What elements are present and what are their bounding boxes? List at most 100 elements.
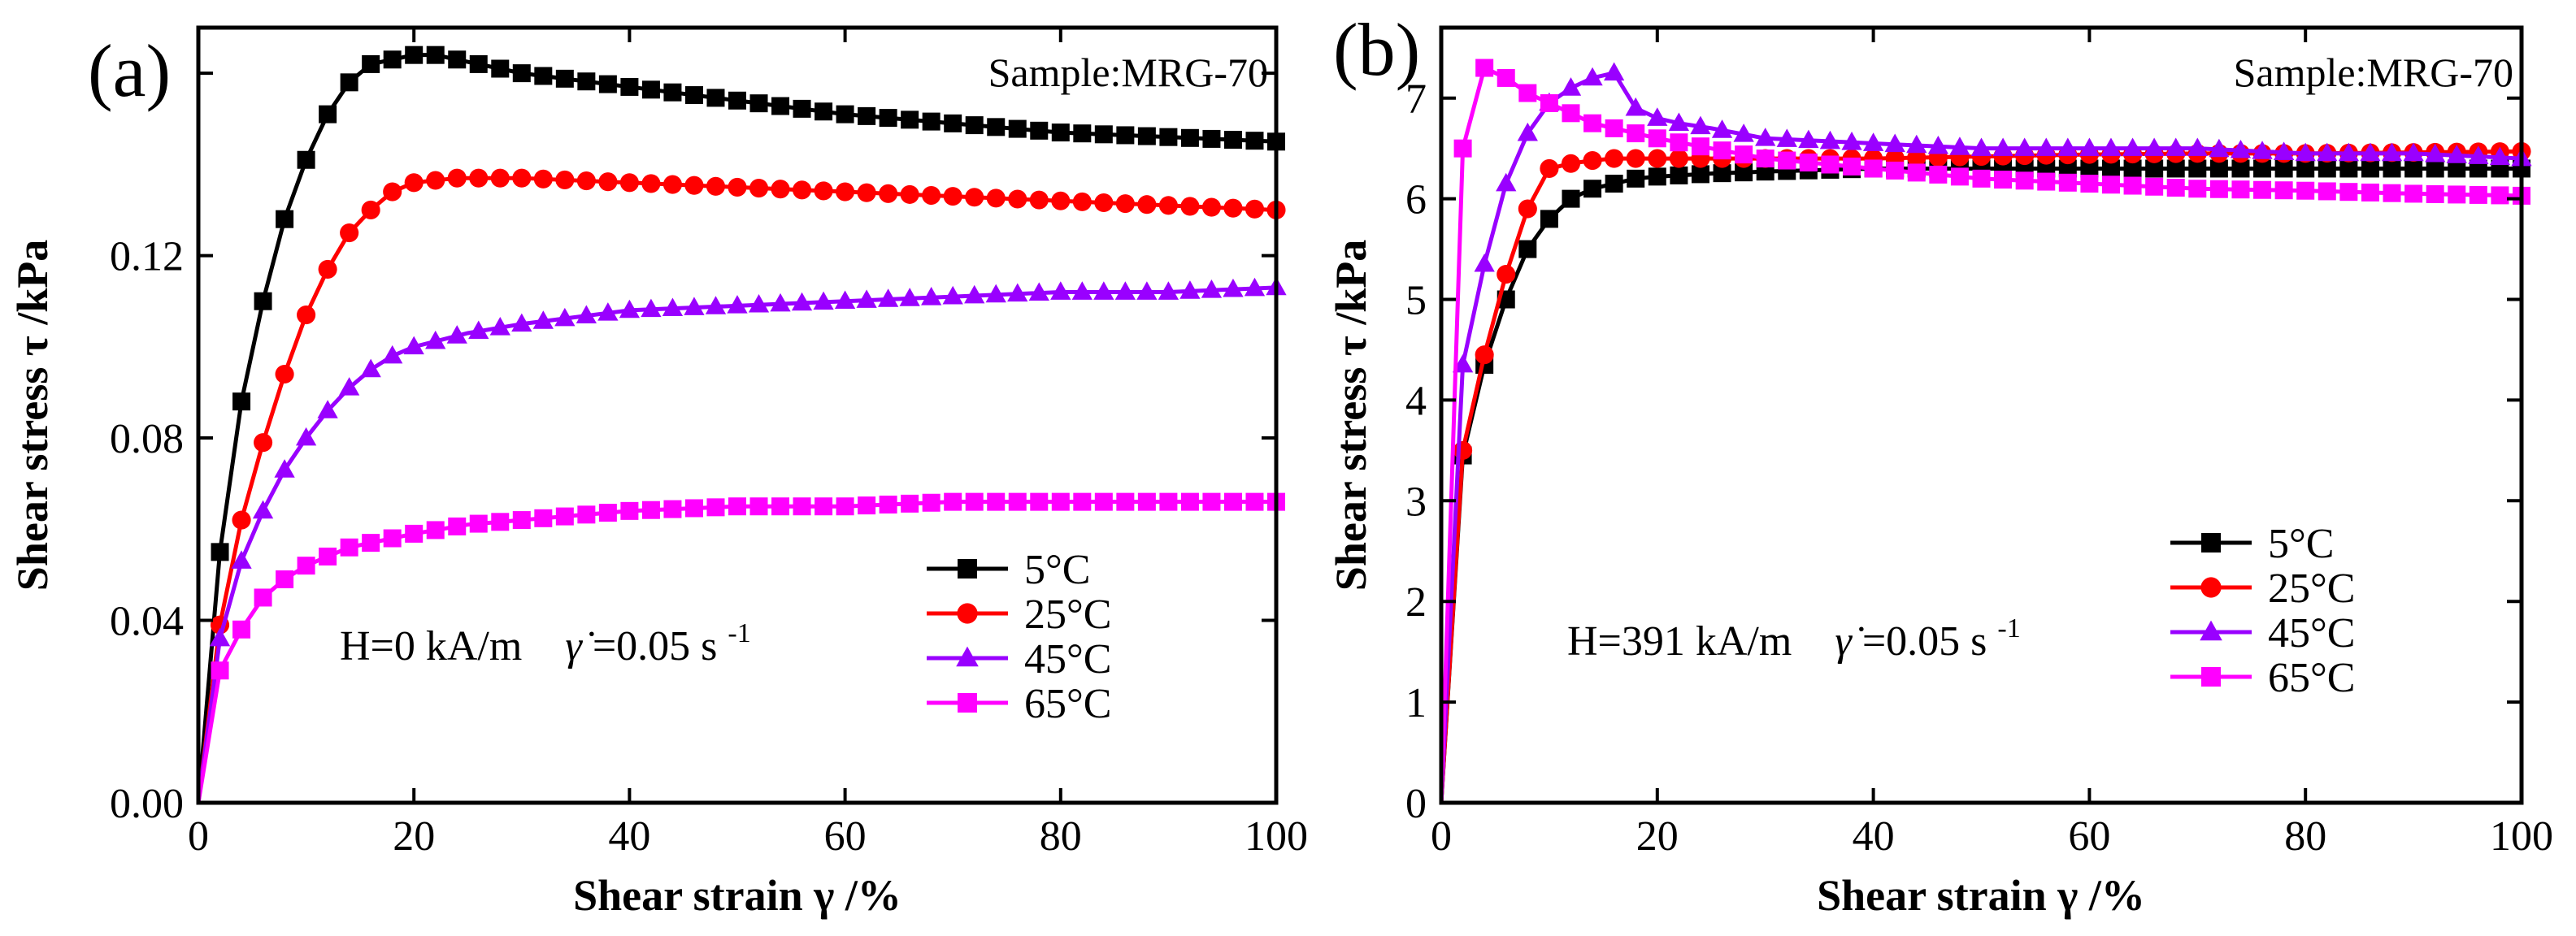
data-point [1711, 119, 1733, 138]
data-point [1886, 161, 1905, 180]
data-point [576, 171, 596, 191]
data-point [577, 72, 596, 91]
data-point [211, 661, 229, 680]
rate-text: =0.05 s [1862, 618, 1987, 665]
data-point [705, 296, 727, 314]
data-point [361, 200, 380, 220]
data-point [1202, 492, 1221, 511]
data-point [1115, 194, 1135, 214]
data-point [276, 570, 294, 589]
data-point [879, 495, 897, 514]
data-point [491, 513, 510, 531]
data-point [857, 183, 876, 202]
data-point [1713, 164, 1731, 183]
data-point [1051, 492, 1070, 511]
data-point [254, 433, 273, 453]
data-point [1929, 165, 1948, 184]
series-5°C [1439, 159, 2530, 804]
data-point [987, 118, 1006, 136]
data-point [1864, 159, 1883, 178]
data-point [1972, 169, 1991, 188]
data-point [448, 517, 467, 535]
data-point [1223, 198, 1243, 218]
data-point [1223, 492, 1242, 511]
data-point [1841, 132, 1862, 150]
data-point [340, 538, 358, 557]
data-point [771, 497, 790, 516]
rate-symbol: γ̇ [565, 623, 593, 670]
data-point [1691, 137, 1709, 156]
data-point [1073, 492, 1092, 511]
data-point [728, 91, 746, 110]
data-point [534, 509, 553, 527]
data-point [922, 112, 940, 131]
data-point [1690, 115, 1711, 135]
data-point [944, 114, 962, 132]
data-point [1114, 281, 1136, 300]
data-point [490, 168, 510, 188]
data-point [1670, 133, 1688, 152]
data-point [1072, 192, 1092, 211]
data-point [1994, 171, 2013, 189]
y-tick-label: 3 [1405, 479, 1427, 525]
data-point [554, 307, 576, 327]
x-tick-label: 100 [1245, 813, 1308, 860]
data-point [2361, 183, 2379, 202]
legend-item: 5°C [927, 547, 1090, 593]
data-point [748, 293, 770, 313]
data-point [2469, 159, 2487, 178]
data-point [986, 188, 1006, 208]
data-point [793, 497, 811, 516]
data-point [1518, 84, 1537, 102]
data-point [1136, 281, 1158, 300]
data-point [1970, 137, 1992, 157]
panel-label: (b) [1333, 8, 1420, 91]
rate-symbol: γ̇ [1835, 618, 1863, 665]
data-point [987, 492, 1006, 511]
data-point [2469, 185, 2487, 204]
data-point [2188, 180, 2207, 198]
legend-marker [2200, 577, 2222, 598]
data-point [2446, 145, 2467, 163]
data-point [2145, 159, 2164, 178]
data-point [448, 50, 467, 69]
data-point [1625, 97, 1646, 116]
data-point [1843, 157, 1861, 176]
series-45°C [196, 276, 1287, 804]
data-point [511, 313, 532, 332]
data-point [1245, 132, 1264, 150]
data-point [254, 588, 272, 607]
data-point [815, 497, 833, 516]
data-point [597, 302, 619, 321]
data-point [1475, 58, 1494, 77]
y-tick-label: 0.04 [110, 599, 184, 645]
data-point [2058, 159, 2077, 178]
data-point [2166, 159, 2185, 178]
data-point [1670, 166, 1688, 184]
series-5°C [196, 46, 1285, 804]
data-point [404, 173, 424, 193]
data-point [856, 289, 877, 308]
data-point [815, 102, 833, 121]
data-point [901, 494, 919, 513]
data-point [297, 305, 316, 325]
series-line [196, 53, 1277, 804]
data-point [319, 547, 337, 566]
data-point [900, 184, 919, 204]
data-point [1073, 124, 1092, 143]
data-point [1028, 282, 1049, 301]
data-point [533, 169, 553, 188]
data-point [1497, 68, 1515, 87]
data-point [231, 550, 252, 569]
data-point [1821, 155, 1840, 174]
legend-marker [2200, 620, 2222, 641]
data-point [2165, 137, 2187, 157]
data-point [512, 168, 532, 188]
data-point [793, 180, 812, 200]
data-point [2318, 182, 2336, 201]
data-point [383, 50, 402, 69]
x-tick-label: 60 [824, 813, 867, 860]
series-25°C [1439, 141, 2531, 804]
data-point [2188, 159, 2207, 178]
data-point [879, 109, 897, 128]
